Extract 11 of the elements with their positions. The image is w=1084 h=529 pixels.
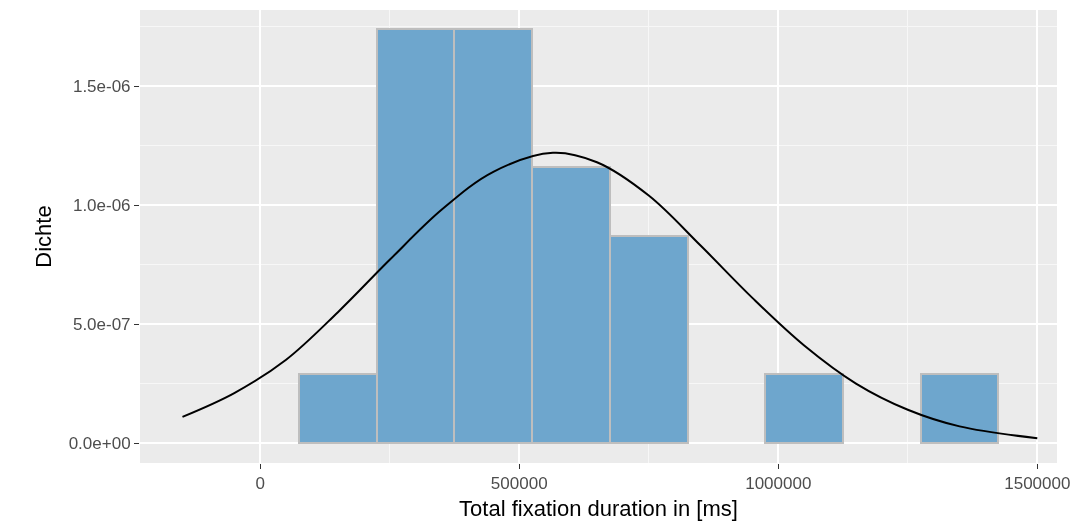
x-tick-label: 500000 [490,474,548,494]
y-axis-title: Dichte [31,205,57,268]
y-tick-label: 1.0e-06 [72,196,131,216]
y-tick-label: 5.0e-07 [72,315,131,334]
line-series [181,151,1039,440]
x-tick-label: 1000000 [745,474,812,494]
x-tick-label: 1500000 [1004,474,1071,494]
y-tick-label: 1.5e-06 [72,77,131,97]
x-tick-label: 0 [255,474,265,494]
y-tick-label: 0.0e+00 [68,433,131,453]
x-axis-title: Total fixation duration in [ms] [459,496,738,522]
